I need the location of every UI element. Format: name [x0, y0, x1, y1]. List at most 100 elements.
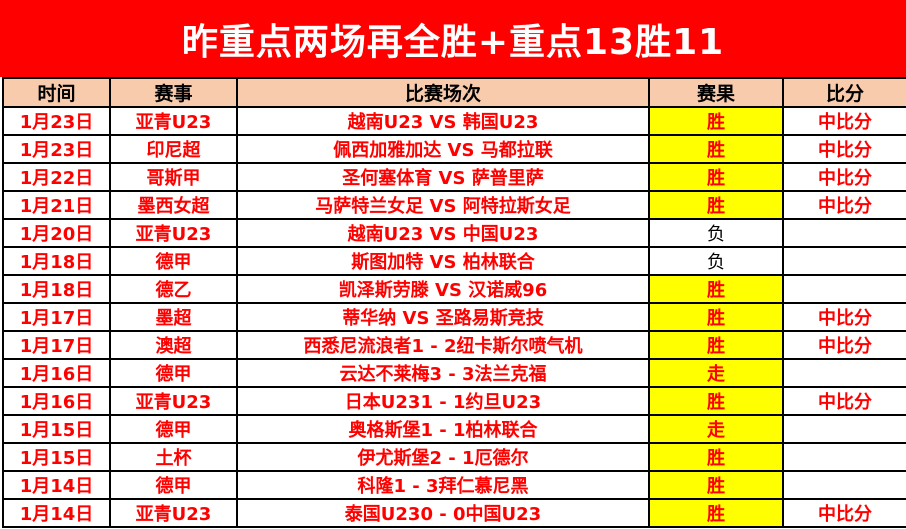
score-cell	[782, 274, 906, 304]
headline-title: 昨重点两场再全胜+重点13胜11	[181, 21, 725, 63]
header-row: 时间 赛事 比赛场次 赛果 比分	[2, 77, 906, 108]
result-cell: 胜	[648, 134, 784, 164]
match-cell: 圣何塞体育 VS 萨普里萨	[236, 162, 650, 192]
date-cell: 1月14日	[2, 470, 111, 500]
date-cell: 1月17日	[2, 330, 111, 360]
date-cell: 1月23日	[2, 134, 111, 164]
league-cell: 德甲	[109, 358, 238, 388]
league-cell: 土杯	[109, 442, 238, 472]
league-cell: 印尼超	[109, 134, 238, 164]
match-cell: 越南U23 VS 韩国U23	[236, 106, 650, 136]
match-cell: 蒂华纳 VS 圣路易斯竞技	[236, 302, 650, 332]
league-cell: 墨超	[109, 302, 238, 332]
result-cell: 走	[648, 358, 784, 388]
match-cell: 伊尤斯堡2 - 1厄德尔	[236, 442, 650, 472]
match-cell: 奥格斯堡1 - 1柏林联合	[236, 414, 650, 444]
date-cell: 1月21日	[2, 190, 111, 220]
score-cell: 中比分	[782, 302, 906, 332]
table-row: 1月18日 德乙 凯泽斯劳滕 VS 汉诺威96 胜	[2, 274, 906, 304]
header-league: 赛事	[109, 77, 238, 108]
match-cell: 斯图加特 VS 柏林联合	[236, 246, 650, 276]
score-cell: 中比分	[782, 386, 906, 416]
date-cell: 1月15日	[2, 442, 111, 472]
date-cell: 1月22日	[2, 162, 111, 192]
table-row: 1月16日 亚青U23 日本U231 - 1约旦U23 胜 中比分	[2, 386, 906, 416]
headline-banner: 昨重点两场再全胜+重点13胜11	[0, 0, 906, 77]
match-cell: 佩西加雅加达 VS 马都拉联	[236, 134, 650, 164]
match-cell: 越南U23 VS 中国U23	[236, 218, 650, 248]
table-row: 1月17日 澳超 西悉尼流浪者1 - 2纽卡斯尔喷气机 胜 中比分	[2, 330, 906, 360]
match-cell: 云达不莱梅3 - 3法兰克福	[236, 358, 650, 388]
result-cell: 胜	[648, 386, 784, 416]
league-cell: 亚青U23	[109, 386, 238, 416]
result-cell: 胜	[648, 470, 784, 500]
league-cell: 亚青U23	[109, 498, 238, 528]
match-cell: 马萨特兰女足 VS 阿特拉斯女足	[236, 190, 650, 220]
league-cell: 墨西女超	[109, 190, 238, 220]
league-cell: 德甲	[109, 414, 238, 444]
result-cell: 胜	[648, 302, 784, 332]
score-cell	[782, 246, 906, 276]
match-cell: 日本U231 - 1约旦U23	[236, 386, 650, 416]
match-cell: 科隆1 - 3拜仁慕尼黑	[236, 470, 650, 500]
result-cell: 负	[648, 218, 784, 248]
result-cell: 胜	[648, 106, 784, 136]
table-row: 1月16日 德甲 云达不莱梅3 - 3法兰克福 走	[2, 358, 906, 388]
result-cell: 胜	[648, 442, 784, 472]
score-cell: 中比分	[782, 106, 906, 136]
score-cell	[782, 414, 906, 444]
league-cell: 亚青U23	[109, 106, 238, 136]
table-row: 1月14日 亚青U23 泰国U230 - 0中国U23 胜 中比分	[2, 498, 906, 528]
date-cell: 1月16日	[2, 386, 111, 416]
date-cell: 1月18日	[2, 246, 111, 276]
date-cell: 1月18日	[2, 274, 111, 304]
result-cell: 负	[648, 246, 784, 276]
score-cell	[782, 358, 906, 388]
result-cell: 胜	[648, 190, 784, 220]
date-cell: 1月15日	[2, 414, 111, 444]
table-row: 1月22日 哥斯甲 圣何塞体育 VS 萨普里萨 胜 中比分	[2, 162, 906, 192]
header-result: 赛果	[648, 77, 784, 108]
league-cell: 德甲	[109, 246, 238, 276]
score-cell: 中比分	[782, 162, 906, 192]
league-cell: 亚青U23	[109, 218, 238, 248]
results-table: 时间 赛事 比赛场次 赛果 比分 1月23日 亚青U23 越南U23 VS 韩国…	[2, 77, 906, 528]
header-match: 比赛场次	[236, 77, 650, 108]
date-cell: 1月16日	[2, 358, 111, 388]
table-row: 1月21日 墨西女超 马萨特兰女足 VS 阿特拉斯女足 胜 中比分	[2, 190, 906, 220]
match-cell: 泰国U230 - 0中国U23	[236, 498, 650, 528]
match-cell: 西悉尼流浪者1 - 2纽卡斯尔喷气机	[236, 330, 650, 360]
table-row: 1月17日 墨超 蒂华纳 VS 圣路易斯竞技 胜 中比分	[2, 302, 906, 332]
date-cell: 1月23日	[2, 106, 111, 136]
table-row: 1月15日 土杯 伊尤斯堡2 - 1厄德尔 胜	[2, 442, 906, 472]
result-cell: 胜	[648, 330, 784, 360]
table-row: 1月23日 印尼超 佩西加雅加达 VS 马都拉联 胜 中比分	[2, 134, 906, 164]
result-cell: 胜	[648, 498, 784, 528]
table-row: 1月18日 德甲 斯图加特 VS 柏林联合 负	[2, 246, 906, 276]
league-cell: 德乙	[109, 274, 238, 304]
result-cell: 胜	[648, 162, 784, 192]
result-cell: 胜	[648, 274, 784, 304]
date-cell: 1月17日	[2, 302, 111, 332]
league-cell: 哥斯甲	[109, 162, 238, 192]
header-score: 比分	[782, 77, 906, 108]
score-cell	[782, 218, 906, 248]
score-cell: 中比分	[782, 134, 906, 164]
league-cell: 德甲	[109, 470, 238, 500]
score-cell: 中比分	[782, 498, 906, 528]
table-row: 1月23日 亚青U23 越南U23 VS 韩国U23 胜 中比分	[2, 106, 906, 136]
table-row: 1月15日 德甲 奥格斯堡1 - 1柏林联合 走	[2, 414, 906, 444]
match-cell: 凯泽斯劳滕 VS 汉诺威96	[236, 274, 650, 304]
table-row: 1月14日 德甲 科隆1 - 3拜仁慕尼黑 胜	[2, 470, 906, 500]
table-row: 1月20日 亚青U23 越南U23 VS 中国U23 负	[2, 218, 906, 248]
score-cell: 中比分	[782, 190, 906, 220]
date-cell: 1月14日	[2, 498, 111, 528]
score-cell: 中比分	[782, 330, 906, 360]
date-cell: 1月20日	[2, 218, 111, 248]
score-cell	[782, 442, 906, 472]
header-date: 时间	[2, 77, 111, 108]
league-cell: 澳超	[109, 330, 238, 360]
result-cell: 走	[648, 414, 784, 444]
score-cell	[782, 470, 906, 500]
